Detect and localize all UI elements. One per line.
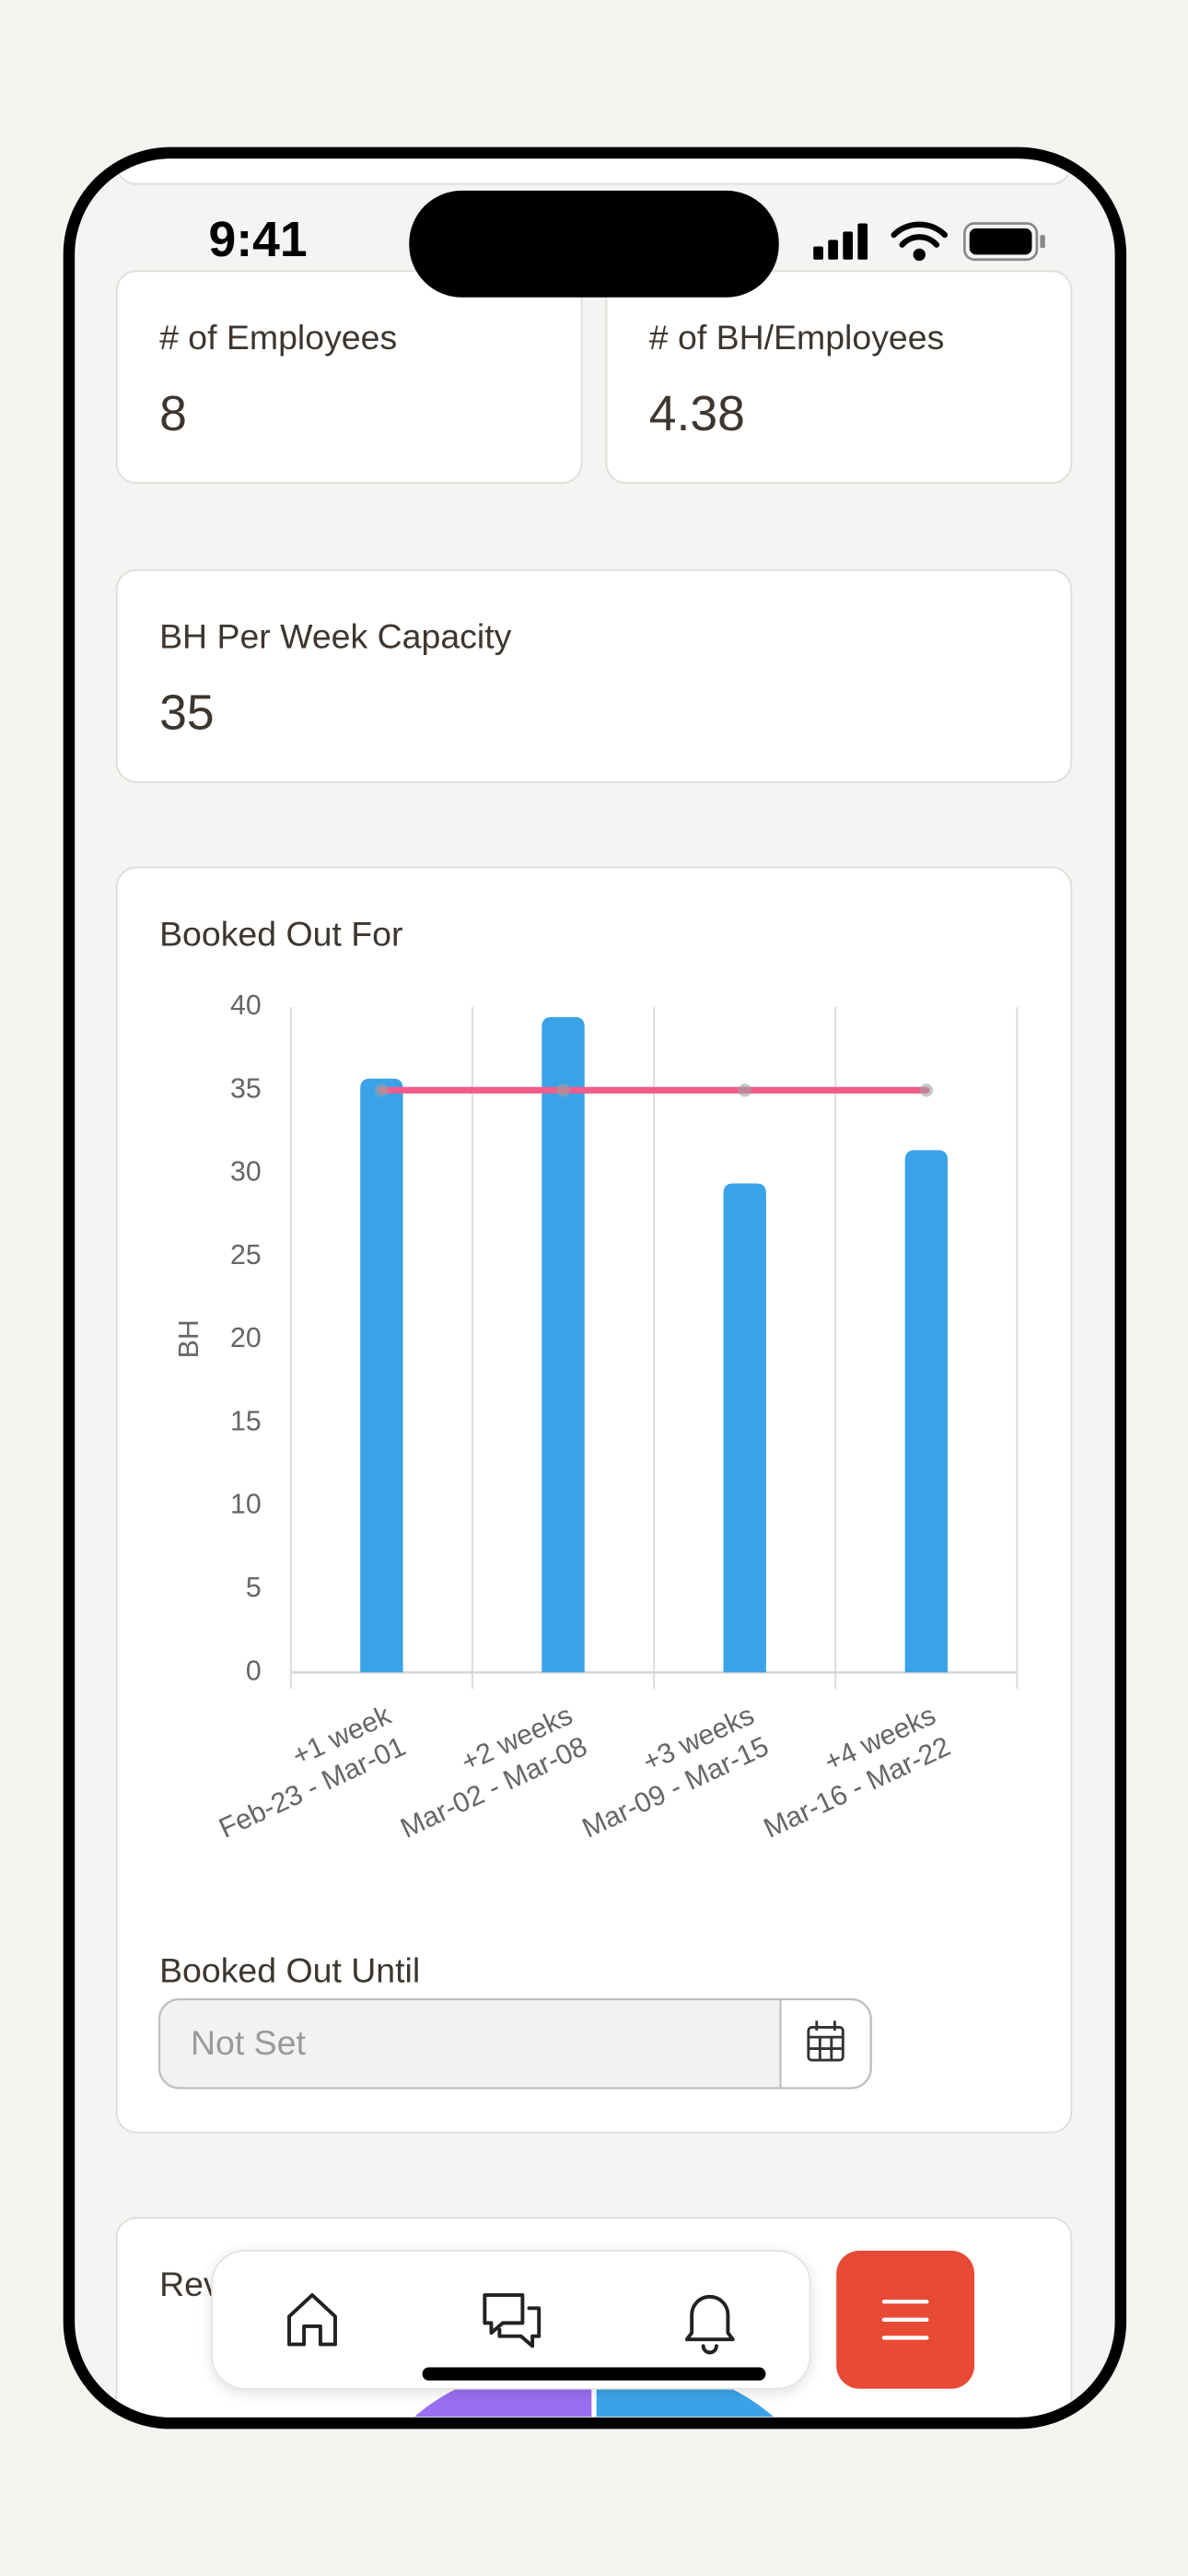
y-tick-label: 40 — [230, 990, 262, 1021]
notifications-tab[interactable] — [684, 2294, 735, 2355]
y-tick-label: 25 — [230, 1240, 262, 1270]
battery-icon — [963, 222, 1045, 262]
bar — [542, 1016, 585, 1673]
tab-bar — [211, 2250, 811, 2390]
home-tab[interactable] — [287, 2293, 337, 2347]
y-tick-label: 15 — [230, 1406, 262, 1436]
stat-card — [115, 270, 583, 485]
stat-value: 8 — [159, 387, 187, 441]
y-tick-label: 5 — [246, 1573, 262, 1603]
date-input[interactable]: Not Set — [158, 1998, 872, 2090]
dynamic-island — [409, 190, 779, 298]
field-label: Booked Out Until — [159, 1950, 420, 1989]
y-tick-label: 30 — [230, 1157, 262, 1188]
calendar-icon — [807, 2020, 844, 2062]
y-tick-label: 0 — [246, 1656, 262, 1686]
status-time: 9:41 — [209, 213, 308, 267]
bar — [904, 1150, 949, 1673]
stat-label: # of BH/Employees — [649, 318, 945, 357]
stat-label: # of Employees — [159, 318, 397, 357]
stat-label: BH Per Week Capacity — [159, 617, 512, 656]
screen-content: # of Employees 8 # of BH/Employees 4.38 … — [115, 158, 1073, 2418]
y-tick-label: 20 — [230, 1323, 262, 1353]
card-prev — [115, 158, 1073, 185]
card-title: Rev — [159, 2265, 221, 2303]
chart-title: Booked Out For — [159, 914, 402, 953]
line-point — [556, 1083, 570, 1097]
stat-card — [115, 568, 1073, 783]
signal-icon — [813, 223, 868, 260]
line-point — [919, 1083, 933, 1097]
y-axis-label: BH — [174, 1319, 204, 1358]
input-placeholder: Not Set — [191, 2023, 306, 2062]
stat-value: 35 — [159, 686, 215, 741]
stat-card — [605, 270, 1073, 485]
menu-icon — [881, 2300, 929, 2340]
bar — [360, 1078, 403, 1673]
y-tick-label: 35 — [230, 1073, 262, 1104]
wifi-icon — [891, 221, 949, 262]
home-indicator — [422, 2367, 766, 2381]
stat-value: 4.38 — [649, 387, 745, 441]
messages-tab[interactable] — [483, 2293, 542, 2348]
y-tick-label: 10 — [230, 1490, 262, 1520]
line-point — [375, 1083, 389, 1097]
calendar-button[interactable] — [779, 1998, 872, 2090]
bar — [723, 1183, 766, 1673]
chart-card — [115, 866, 1073, 2134]
line-point — [738, 1083, 751, 1097]
